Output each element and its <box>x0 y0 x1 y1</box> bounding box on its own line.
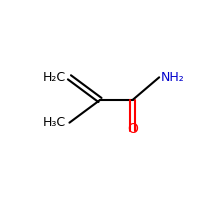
Text: O: O <box>127 122 138 136</box>
Text: NH₂: NH₂ <box>161 71 185 84</box>
Text: H₂C: H₂C <box>42 71 65 84</box>
Text: H₃C: H₃C <box>42 116 65 129</box>
